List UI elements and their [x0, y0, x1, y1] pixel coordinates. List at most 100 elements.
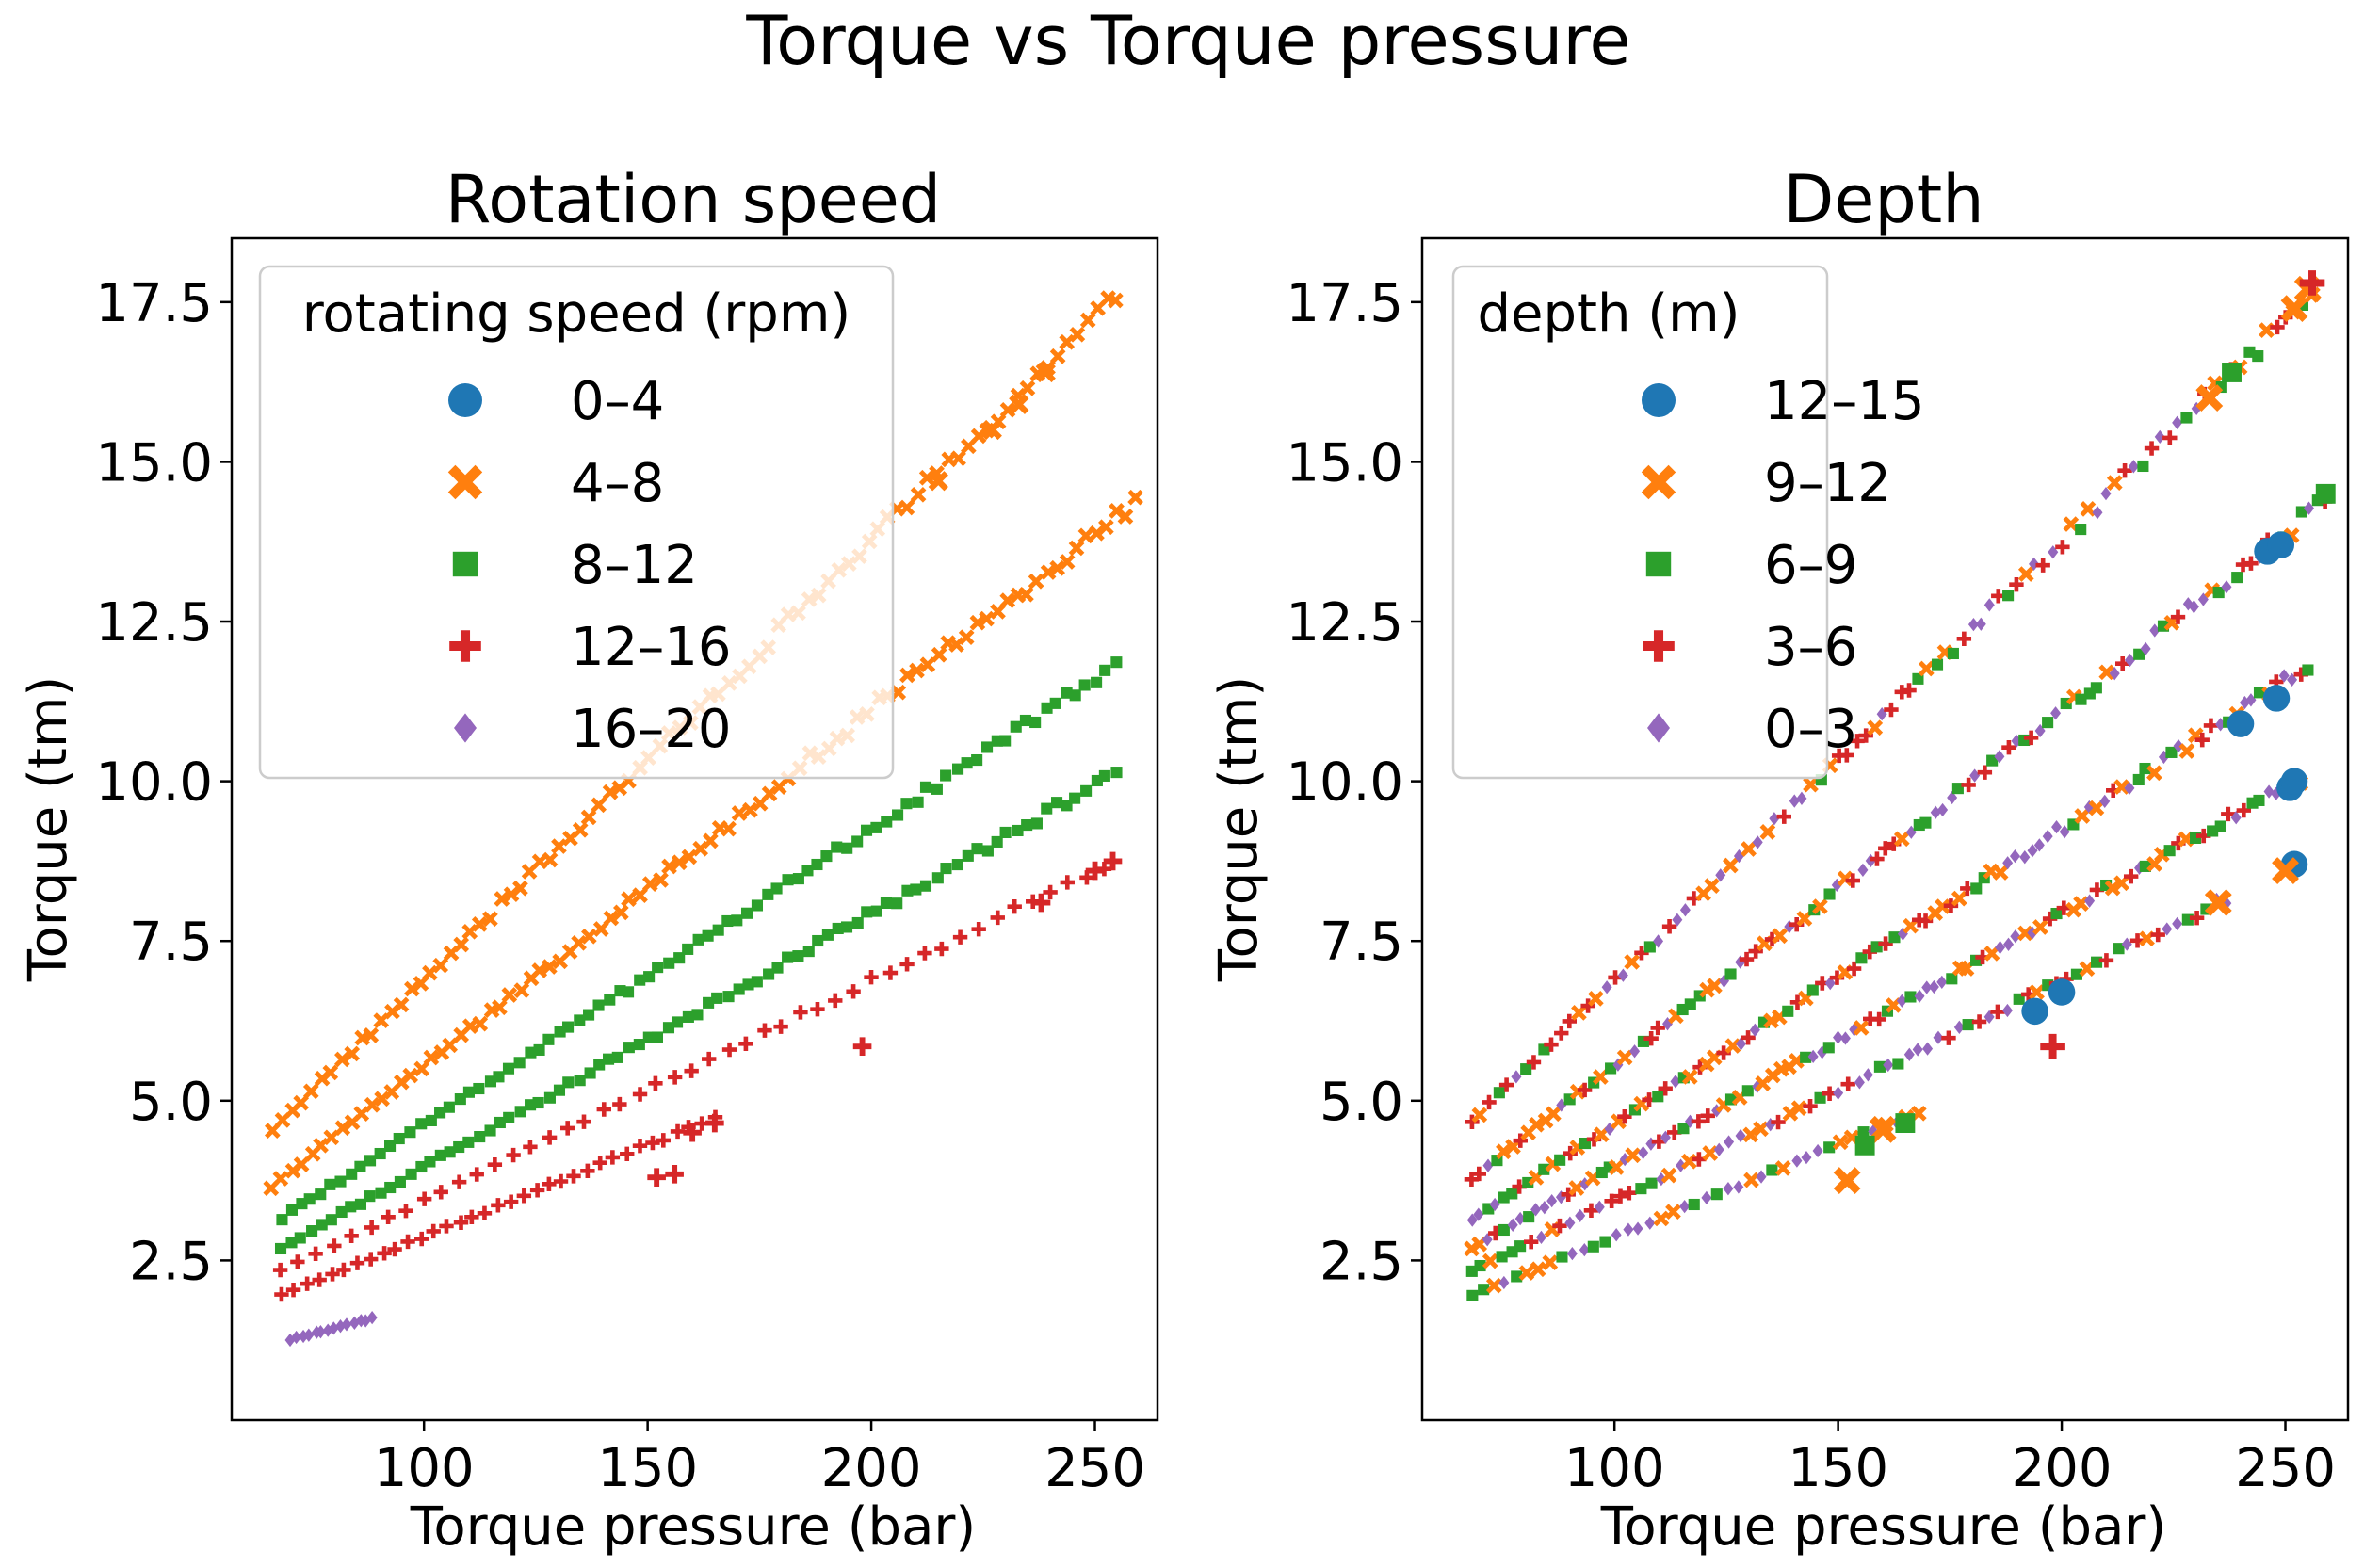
plot-frame	[1420, 236, 2350, 1422]
figure-suptitle: Torque vs Torque pressure	[745, 1, 1630, 80]
data-point	[770, 882, 783, 895]
data-point	[1700, 1108, 1715, 1123]
data-point	[1912, 672, 1924, 685]
x-tick-label: 250	[1044, 1438, 1145, 1499]
data-point	[416, 1191, 432, 1206]
data-point	[334, 1051, 350, 1068]
data-point	[543, 1091, 556, 1104]
data-point	[2042, 717, 2054, 729]
data-point	[363, 1027, 380, 1043]
data-point	[1749, 1023, 1760, 1037]
data-point	[1617, 1108, 1632, 1124]
data-point	[1498, 1077, 1514, 1092]
data-point	[1644, 1216, 1656, 1230]
data-point	[2150, 927, 2165, 943]
data-point	[1946, 973, 1958, 985]
data-point	[2080, 501, 2097, 517]
data-point	[1579, 1177, 1591, 1191]
panel-depth: Depth 2.5 5.0 7.5 10.0 12.5 15.0 17.5 100 150 20…	[1208, 161, 2350, 1558]
data-point	[1884, 702, 1899, 718]
data-point	[2016, 925, 2033, 942]
data-point	[1580, 998, 1595, 1013]
data-point	[324, 1178, 336, 1190]
data-point	[2042, 829, 2053, 844]
data-point	[1739, 951, 1755, 967]
data-point	[1707, 978, 1723, 994]
data-point	[2009, 849, 2020, 864]
data-point	[592, 921, 609, 937]
data-point	[596, 1102, 611, 1117]
data-point	[999, 401, 1016, 418]
data-point	[2270, 319, 2285, 335]
scatter-points	[1464, 270, 2336, 1301]
data-point	[1523, 1235, 1539, 1250]
data-point	[387, 1241, 402, 1257]
data-point	[2170, 609, 2186, 624]
data-point	[1947, 790, 1958, 805]
data-point	[2139, 762, 2151, 775]
data-point	[2188, 600, 2199, 614]
data-point	[2075, 693, 2087, 705]
data-point	[1919, 816, 1932, 829]
data-point	[366, 1310, 378, 1325]
data-point	[2212, 587, 2225, 599]
data-point	[1110, 767, 1123, 779]
data-point	[880, 897, 892, 910]
data-point	[344, 1228, 359, 1243]
data-point	[1943, 898, 1959, 913]
data-point	[1564, 1216, 1576, 1230]
data-point	[1776, 809, 1791, 824]
data-point	[1473, 1207, 1484, 1221]
data-point	[1803, 1099, 1818, 1114]
data-point	[364, 1220, 380, 1236]
data-point	[1839, 748, 1854, 763]
data-point	[580, 1163, 595, 1179]
data-point	[1713, 1142, 1724, 1156]
data-point	[634, 974, 646, 986]
data-point	[792, 950, 804, 962]
data-point	[694, 1116, 709, 1131]
data-point	[2267, 531, 2295, 558]
data-point	[294, 1232, 306, 1244]
data-point	[474, 1131, 486, 1143]
data-point	[592, 1155, 607, 1171]
data-point	[2231, 572, 2243, 584]
y-tick-label: 15.0	[95, 432, 213, 493]
data-point	[2055, 540, 2070, 555]
data-point	[952, 929, 968, 945]
y-axis-label: Torque (tm)	[18, 676, 79, 983]
data-point	[670, 1123, 686, 1140]
data-point	[2023, 730, 2039, 746]
data-point	[1482, 1158, 1494, 1172]
data-point	[1933, 1030, 1944, 1044]
data-point	[999, 826, 1012, 838]
data-point	[1049, 559, 1066, 576]
data-point	[1870, 851, 1885, 866]
data-point	[1854, 1075, 1865, 1090]
data-point	[335, 1205, 348, 1219]
data-point	[493, 1071, 505, 1083]
data-point	[423, 1049, 440, 1066]
y-tick-label: 2.5	[129, 1231, 213, 1292]
data-point	[622, 986, 635, 998]
data-point	[1931, 658, 1944, 671]
data-point	[414, 1231, 429, 1247]
data-point	[571, 934, 587, 951]
data-point	[891, 897, 903, 910]
data-point	[991, 835, 1003, 848]
data-point	[899, 667, 915, 684]
data-point	[473, 1082, 485, 1095]
legend-box	[258, 265, 895, 780]
data-point	[1566, 1246, 1578, 1261]
data-point	[2010, 929, 2021, 944]
data-point	[384, 1181, 397, 1194]
legend-marker	[1641, 464, 1676, 500]
data-point	[553, 1173, 569, 1189]
data-point	[1645, 1177, 1658, 1189]
data-point	[633, 1038, 645, 1051]
legend-box	[1451, 265, 1829, 780]
data-point	[2100, 486, 2112, 501]
x-tick-label: 250	[2235, 1438, 2336, 1499]
data-point	[1546, 1106, 1562, 1123]
data-point	[1604, 1122, 1615, 1136]
